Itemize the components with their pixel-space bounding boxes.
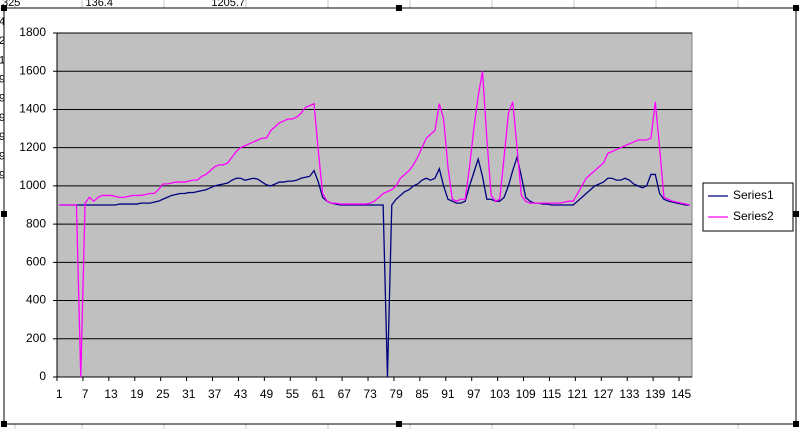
y-tick-label: 1200 bbox=[19, 140, 46, 154]
x-tick-label: 43 bbox=[234, 387, 248, 401]
x-tick-label: 127 bbox=[593, 387, 613, 401]
row-fragment: 2 bbox=[0, 35, 5, 47]
row-fragment: 4 bbox=[0, 16, 5, 28]
x-tick-label: 7 bbox=[82, 387, 89, 401]
x-tick-label: 67 bbox=[338, 387, 352, 401]
x-tick-label: 97 bbox=[467, 387, 481, 401]
legend: Series1 Series2 bbox=[702, 182, 794, 232]
x-tick-label: 121 bbox=[568, 387, 588, 401]
x-tick-label: 85 bbox=[415, 387, 429, 401]
series-line bbox=[59, 71, 690, 378]
y-tick-label: 200 bbox=[26, 331, 46, 345]
x-tick-label: 55 bbox=[286, 387, 300, 401]
row-fragment: 1 bbox=[0, 54, 5, 66]
y-tick-label: 1800 bbox=[19, 25, 46, 39]
x-tick-label: 49 bbox=[260, 387, 274, 401]
row-fragment: 9 bbox=[0, 74, 5, 86]
x-tick-label: 115 bbox=[542, 387, 561, 401]
y-tick-label: 0 bbox=[39, 369, 46, 383]
x-tick-label: 91 bbox=[441, 387, 455, 401]
y-tick-label: 800 bbox=[26, 216, 46, 230]
x-tick-label: 145 bbox=[671, 387, 691, 401]
cell-text: 325 bbox=[2, 0, 20, 9]
x-tick-label: 73 bbox=[364, 387, 378, 401]
x-tick-label: 19 bbox=[130, 387, 144, 401]
legend-label: Series1 bbox=[733, 188, 774, 202]
x-tick-label: 1 bbox=[56, 387, 63, 401]
x-tick-label: 133 bbox=[619, 387, 639, 401]
y-tick-label: 1600 bbox=[19, 63, 46, 77]
x-tick-label: 13 bbox=[104, 387, 118, 401]
y-tick-label: 400 bbox=[26, 293, 46, 307]
y-tick-label: 1400 bbox=[19, 102, 46, 116]
y-tick-label: 600 bbox=[26, 255, 46, 269]
x-tick-label: 61 bbox=[312, 387, 326, 401]
row-fragment: 9 bbox=[0, 131, 5, 143]
x-tick-label: 139 bbox=[645, 387, 665, 401]
x-tick-label: 37 bbox=[208, 387, 222, 401]
selection-handles bbox=[1, 5, 799, 427]
legend-label: Series2 bbox=[733, 209, 774, 223]
row-fragment: 9 bbox=[0, 150, 5, 162]
row-fragment: 9 bbox=[0, 93, 5, 105]
series-line bbox=[59, 154, 690, 378]
row-fragment: 9 bbox=[0, 170, 5, 182]
cell-text: 136.4 bbox=[85, 0, 113, 9]
row-fragment: 9 bbox=[0, 112, 5, 124]
legend-box bbox=[702, 182, 794, 232]
x-tick-label: 25 bbox=[156, 387, 170, 401]
x-tick-label: 109 bbox=[516, 387, 536, 401]
x-tick-label: 31 bbox=[182, 387, 196, 401]
y-tick-label: 1000 bbox=[19, 178, 46, 192]
cell-text: 1205.7 bbox=[211, 0, 245, 9]
x-tick-label: 79 bbox=[389, 387, 403, 401]
x-tick-label: 103 bbox=[490, 387, 510, 401]
